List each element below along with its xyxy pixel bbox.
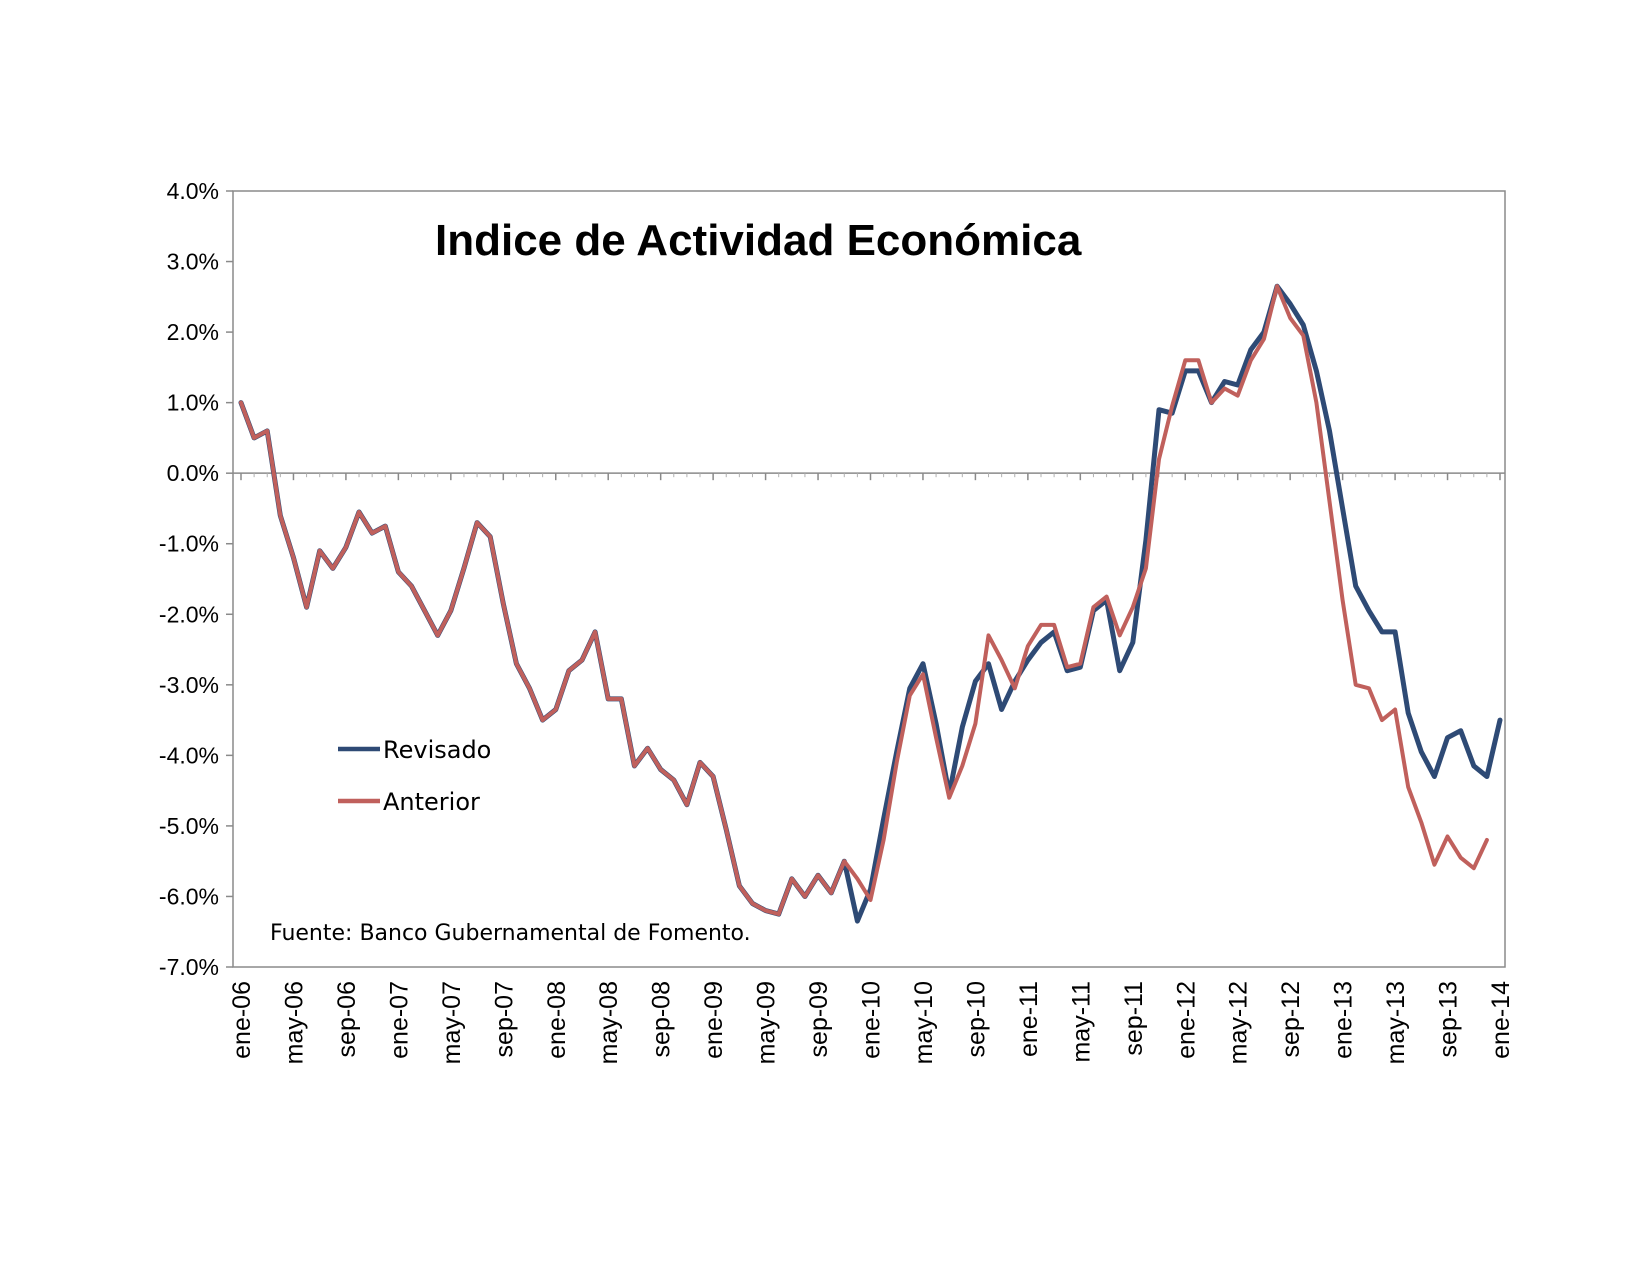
x-tick-label: ene-13 — [1330, 981, 1358, 1059]
x-tick-label: may-09 — [753, 981, 781, 1064]
y-tick-label: 1.0% — [167, 390, 219, 416]
x-tick-label: ene-06 — [228, 981, 256, 1059]
x-tick-label: sep-09 — [805, 981, 833, 1057]
x-tick-label: ene-10 — [858, 981, 886, 1059]
x-tick-label: may-10 — [910, 981, 938, 1064]
x-tick-label: ene-14 — [1487, 981, 1515, 1059]
x-tick-label: may-07 — [438, 981, 466, 1064]
y-tick-label: -2.0% — [159, 601, 219, 627]
x-tick-label: sep-12 — [1277, 981, 1305, 1057]
x-tick-label: ene-07 — [385, 981, 413, 1059]
x-tick-label: sep-13 — [1435, 981, 1463, 1057]
x-tick-label: may-06 — [280, 981, 308, 1064]
legend-label-revisado: Revisado — [383, 736, 491, 764]
y-tick-label: -3.0% — [159, 672, 219, 698]
x-tick-label: may-13 — [1382, 981, 1410, 1064]
x-tick-label: sep-06 — [333, 981, 361, 1057]
x-tick-label: ene-11 — [1015, 981, 1043, 1057]
x-tick-label: may-11 — [1067, 981, 1095, 1063]
series-lines — [238, 283, 1503, 924]
source-note: Fuente: Banco Gubernamental de Fomento. — [270, 921, 751, 946]
plot-area — [232, 190, 1506, 968]
legend-label-anterior: Anterior — [383, 788, 480, 816]
x-tick-label: sep-11 — [1120, 981, 1148, 1056]
x-tick-label: may-08 — [595, 981, 623, 1064]
series-line-anterior — [239, 284, 1489, 917]
y-tick-label: -5.0% — [159, 813, 219, 839]
legend: Revisado Anterior — [338, 736, 491, 816]
y-tick-label: -4.0% — [159, 742, 219, 768]
y-tick-label: 0.0% — [167, 460, 219, 486]
x-axis: ene-06 may-06 sep-06 ene-07 may-07 sep-07 ene-… — [228, 473, 1515, 1064]
x-tick-label: ene-12 — [1172, 981, 1200, 1059]
x-tick-label: ene-08 — [543, 981, 571, 1059]
y-tick-label: 4.0% — [167, 178, 219, 204]
y-axis: 4.0% 3.0% 2.0% 1.0% 0.0% -1.0% -2.0% -3.0% -4.0%… — [159, 178, 233, 980]
y-tick-label: 2.0% — [167, 319, 219, 345]
x-tick-label: ene-09 — [700, 981, 728, 1059]
x-tick-label: sep-08 — [648, 981, 676, 1057]
y-tick-label: 3.0% — [167, 249, 219, 275]
y-tick-label: -7.0% — [159, 954, 219, 980]
x-tick-label: sep-07 — [490, 981, 518, 1057]
x-tick-label: sep-10 — [962, 981, 990, 1057]
y-tick-label: -1.0% — [159, 531, 219, 557]
x-tick-label: may-12 — [1225, 981, 1253, 1064]
chart-title: Indice de Actividad Económica — [435, 216, 1082, 265]
y-tick-label: -6.0% — [159, 883, 219, 909]
